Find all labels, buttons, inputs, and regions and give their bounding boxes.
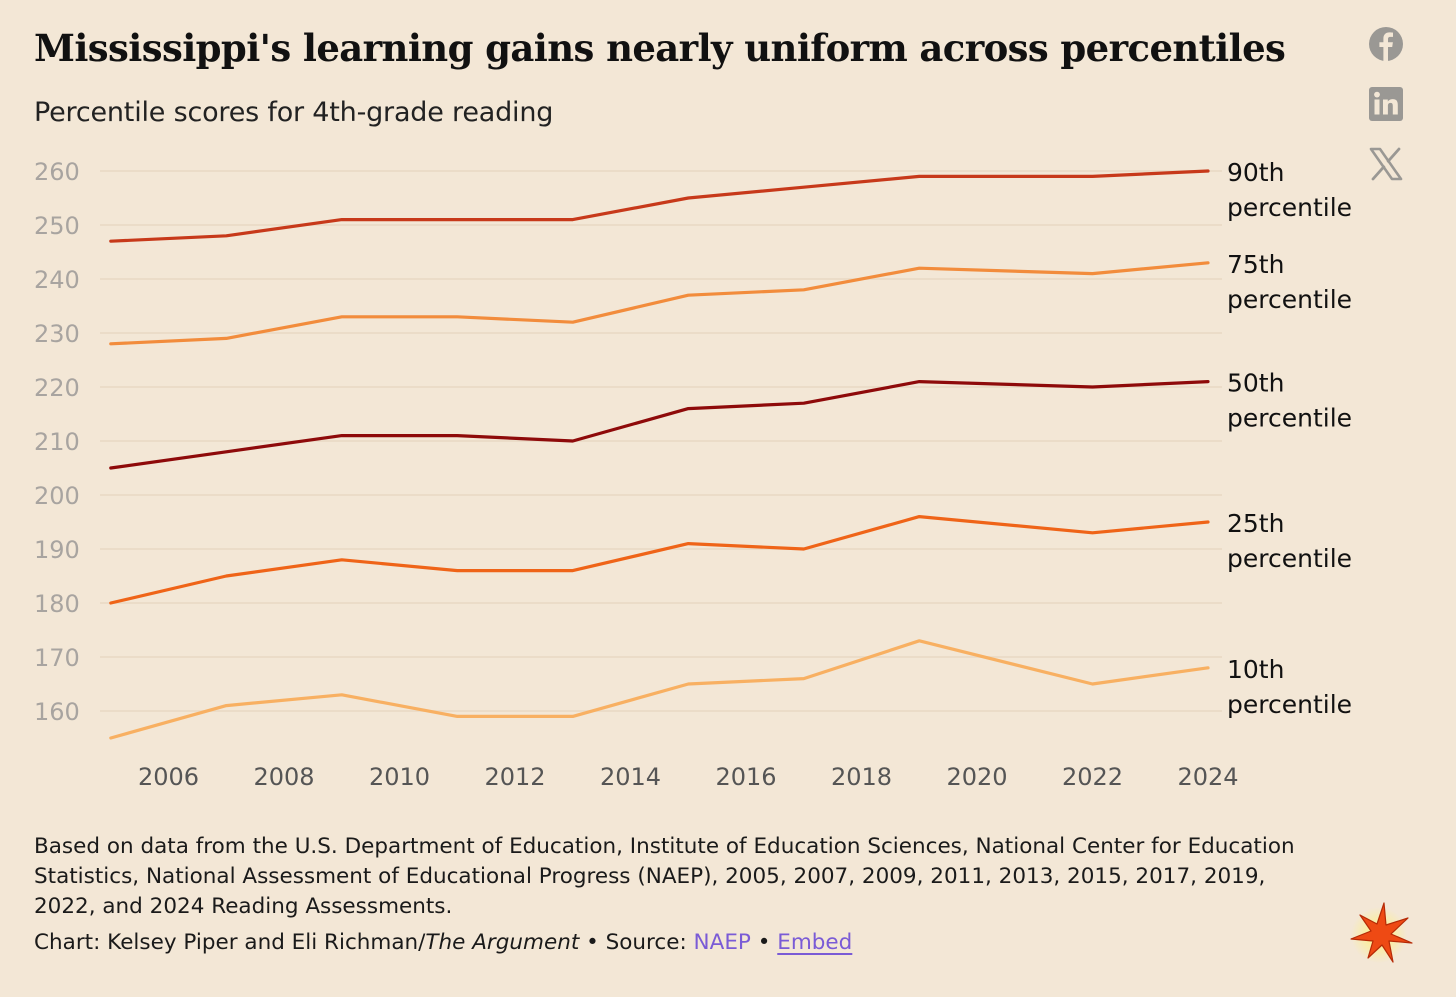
source-link[interactable]: NAEP (693, 930, 751, 955)
separator: • (750, 930, 778, 955)
x-tick-label: 2012 (484, 763, 545, 791)
x-tick-label: 2018 (831, 763, 892, 791)
chart-subtitle: Percentile scores for 4th-grade reading (34, 97, 554, 128)
series-line (109, 639, 1210, 740)
x-tick-label: 2020 (946, 763, 1007, 791)
x-tick-label: 2008 (253, 763, 314, 791)
series-line (109, 261, 1210, 346)
y-tick-label: 170 (34, 644, 80, 672)
series-label-suffix: percentile (1227, 404, 1352, 433)
y-tick-label: 210 (34, 428, 80, 456)
y-tick-label: 180 (34, 590, 80, 618)
x-axis: 2006 2008 2010 2012 2014 2016 2018 2020 2022 2024 (138, 763, 1239, 791)
x-tick-label: 2022 (1062, 763, 1123, 791)
series-lines (109, 169, 1210, 740)
x-tick-label: 2014 (600, 763, 661, 791)
y-tick-label: 230 (34, 320, 80, 348)
series-line (109, 380, 1210, 470)
source-note: Based on data from the U.S. Department o… (34, 834, 1295, 919)
series-label-suffix: percentile (1227, 544, 1352, 573)
chart-title: Mississippi's learning gains nearly unif… (34, 26, 1286, 70)
y-tick-label: 250 (34, 212, 80, 240)
series-line (109, 514, 1210, 605)
x-tick-label: 2010 (369, 763, 430, 791)
y-tick-label: 200 (34, 482, 80, 510)
y-axis: 160 170 180 190 200 210 220 230 240 250 260 (34, 158, 80, 726)
y-tick-label: 190 (34, 536, 80, 564)
credit-line: Chart: Kelsey Piper and Eli Richman/The … (34, 930, 852, 955)
series-labels: 90th percentile 75th percentile 50th percenti… (1227, 158, 1352, 719)
publication-name: The Argument (425, 930, 580, 955)
x-tick-label: 2016 (715, 763, 776, 791)
facebook-icon[interactable] (1368, 26, 1404, 62)
series-label: 10th (1227, 655, 1284, 684)
share-toolbar (1368, 26, 1408, 206)
grid-lines (100, 170, 1222, 712)
y-tick-label: 220 (34, 374, 80, 402)
y-tick-label: 240 (34, 266, 80, 294)
x-tick-label: 2024 (1177, 763, 1238, 791)
x-icon[interactable] (1368, 146, 1404, 182)
credit-prefix: Chart: Kelsey Piper and Eli Richman/ (34, 930, 426, 955)
series-label: 75th (1227, 250, 1284, 279)
x-tick-label: 2006 (138, 763, 199, 791)
y-tick-label: 160 (34, 698, 80, 726)
linkedin-icon[interactable] (1368, 86, 1404, 122)
series-label-suffix: percentile (1227, 193, 1352, 222)
series-label: 25th (1227, 509, 1284, 538)
embed-link[interactable]: Embed (777, 930, 853, 955)
series-label-suffix: percentile (1227, 690, 1352, 719)
y-tick-label: 260 (34, 158, 80, 186)
series-line (109, 169, 1210, 243)
source-prefix: • Source: (579, 930, 694, 955)
series-label: 50th (1227, 369, 1284, 398)
series-label-suffix: percentile (1227, 285, 1352, 314)
series-label: 90th (1227, 158, 1284, 187)
starburst-logo-icon (1350, 902, 1413, 963)
